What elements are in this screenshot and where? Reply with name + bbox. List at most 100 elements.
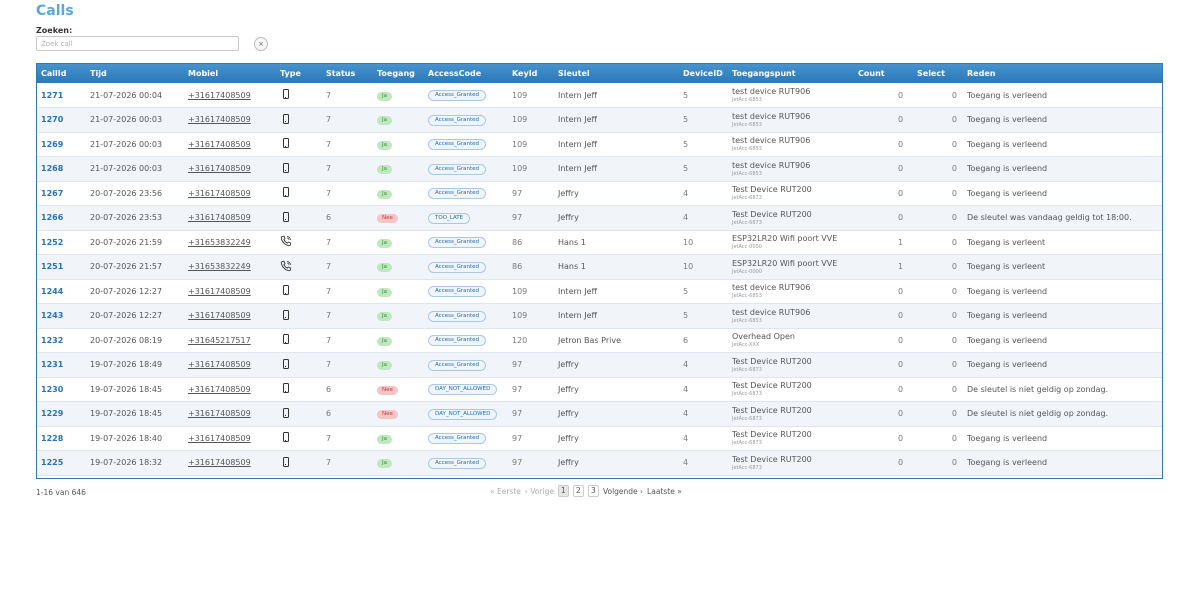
cell-count: 0 <box>898 139 904 149</box>
cell-select: 0 <box>951 286 957 296</box>
cell-keyid: 109 <box>512 311 528 321</box>
cell-toegangspunt: ESP32LR20 Wifi poort VVE JetAcc-0000 <box>728 255 854 280</box>
column-header-keyid[interactable]: KeyId <box>512 69 538 78</box>
cell-callid[interactable]: 1271 <box>41 90 64 100</box>
cell-count: 0 <box>898 433 904 443</box>
cell-tijd: 21-07-2026 00:03 <box>90 139 163 149</box>
cell-type <box>276 279 322 304</box>
cell-mobiel-link[interactable]: +31617408509 <box>188 311 251 321</box>
cell-toegang: Nee <box>373 402 424 427</box>
cell-callid[interactable]: 1231 <box>41 360 64 370</box>
column-header-tijd[interactable]: Tijd <box>90 69 107 78</box>
last-page-link[interactable]: Laatste » <box>647 486 682 496</box>
cell-mobiel-link[interactable]: +31617408509 <box>188 164 251 174</box>
cell-toegangspunt: test device RUT906 JetAcc-6853 <box>728 108 854 133</box>
cell-callid[interactable]: 1243 <box>41 311 64 321</box>
cell-callid[interactable]: 1270 <box>41 115 64 125</box>
table-row[interactable]: 1269 21-07-2026 00:03 +31617408509 7 Ja Acces… <box>37 132 1162 157</box>
cell-deviceid: 5 <box>683 139 689 149</box>
cell-type <box>276 132 322 157</box>
table-row[interactable]: 1268 21-07-2026 00:03 +31617408509 7 Ja Acces… <box>37 156 1162 181</box>
cell-callid[interactable]: 1230 <box>41 384 64 394</box>
cell-callid[interactable]: 1244 <box>41 286 64 296</box>
cell-mobiel-link[interactable]: +31617408509 <box>188 139 251 149</box>
column-header-type[interactable]: Type <box>280 69 301 78</box>
column-header-sleutel[interactable]: Sleutel <box>558 69 590 78</box>
cell-tijd: 20-07-2026 12:27 <box>90 311 163 321</box>
column-header-status[interactable]: Status <box>326 69 356 78</box>
cell-mobiel-link[interactable]: +31617408509 <box>188 409 251 419</box>
column-header-select[interactable]: Select <box>917 69 945 78</box>
table-row[interactable]: 1243 20-07-2026 12:27 +31617408509 7 Ja Acces… <box>37 303 1162 328</box>
table-row[interactable]: 1252 20-07-2026 21:59 +31653832249 7 Ja Acces… <box>37 230 1162 255</box>
cell-keyid: 86 <box>512 262 523 272</box>
table-row[interactable]: 1231 19-07-2026 18:49 +31617408509 7 Ja Acces… <box>37 352 1162 377</box>
cell-mobiel-link[interactable]: +31617408509 <box>188 90 251 100</box>
cell-count: 0 <box>898 90 904 100</box>
column-header-mobiel[interactable]: Mobiel <box>188 69 219 78</box>
column-header-accesscode[interactable]: AccessCode <box>428 69 482 78</box>
prev-page-link: ‹ Vorige <box>524 486 554 496</box>
cell-deviceid: 5 <box>683 311 689 321</box>
cell-reden: De sleutel was vandaag geldig tot 18:00. <box>967 213 1132 223</box>
column-header-count[interactable]: Count <box>858 69 885 78</box>
table-row[interactable]: 1267 20-07-2026 23:56 +31617408509 7 Ja Acces… <box>37 181 1162 206</box>
cell-toegangspunt: Test Device RUT200 JetAcc-6873 <box>728 426 854 451</box>
table-row[interactable]: 1229 19-07-2026 18:45 +31617408509 6 Nee DAY_… <box>37 401 1162 427</box>
cell-callid[interactable]: 1229 <box>41 409 64 419</box>
cell-mobiel-link[interactable]: +31617408509 <box>188 213 251 223</box>
clear-search-button[interactable]: × <box>254 37 268 51</box>
cell-mobiel-link[interactable]: +31617408509 <box>188 384 251 394</box>
table-row[interactable]: 1270 21-07-2026 00:03 +31617408509 7 Ja Acces… <box>37 107 1162 133</box>
page-button-3[interactable]: 3 <box>587 485 599 497</box>
cell-toegangspunt: Test Device RUT200 JetAcc-6873 <box>728 451 854 476</box>
cell-callid[interactable]: 1267 <box>41 188 64 198</box>
cell-toegang: Ja <box>373 328 424 353</box>
toegangspunt-name: Test Device RUT200 <box>732 430 812 440</box>
cell-select: 0 <box>951 311 957 321</box>
cell-mobiel-link[interactable]: +31653832249 <box>188 262 251 272</box>
cell-callid[interactable]: 1251 <box>41 262 64 272</box>
column-header-toegang[interactable]: Toegang <box>377 69 415 78</box>
table-row[interactable]: 1244 20-07-2026 12:27 +31617408509 7 Ja Acces… <box>37 279 1162 304</box>
cell-callid[interactable]: 1268 <box>41 164 64 174</box>
cell-select: 0 <box>951 384 957 394</box>
table-row[interactable]: 1266 20-07-2026 23:53 +31617408509 6 Nee TOO_… <box>37 205 1162 230</box>
cell-mobiel-link[interactable]: +31617408509 <box>188 115 251 125</box>
table-row[interactable]: 1230 19-07-2026 18:45 +31617408509 6 Nee DAY_… <box>37 377 1162 402</box>
cell-mobiel-link[interactable]: +31617408509 <box>188 433 251 443</box>
cell-sleutel: Intern Jeff <box>558 311 598 321</box>
toegang-badge: Nee <box>377 385 398 395</box>
column-header-callid[interactable]: CallId <box>41 69 67 78</box>
cell-accesscode: Access_Granted <box>424 255 508 280</box>
cell-mobiel-link[interactable]: +31617408509 <box>188 188 251 198</box>
cell-accesscode: Access_Granted <box>424 83 508 108</box>
table-row[interactable]: 1271 21-07-2026 00:04 +31617408509 7 Ja Acces… <box>37 83 1162 108</box>
search-input[interactable] <box>36 36 239 51</box>
cell-tijd: 21-07-2026 00:03 <box>90 115 163 125</box>
table-row[interactable]: 1232 20-07-2026 08:19 +31645217517 7 Ja Acces… <box>37 328 1162 353</box>
next-page-link[interactable]: Volgende › <box>602 486 644 496</box>
cell-mobiel-link[interactable]: +31617408509 <box>188 360 251 370</box>
cell-mobiel-link[interactable]: +31617408509 <box>188 286 251 296</box>
cell-callid[interactable]: 1225 <box>41 458 64 468</box>
column-header-deviceid[interactable]: DeviceID <box>683 69 723 78</box>
cell-type <box>276 328 322 353</box>
page-button-2[interactable]: 2 <box>572 485 584 497</box>
page-button-1[interactable]: 1 <box>557 485 569 497</box>
cell-mobiel-link[interactable]: +31645217517 <box>188 335 251 345</box>
cell-callid[interactable]: 1232 <box>41 335 64 345</box>
table-row[interactable]: 1251 20-07-2026 21:57 +31653832249 7 Ja Acces… <box>37 254 1162 280</box>
cell-callid[interactable]: 1269 <box>41 139 64 149</box>
cell-mobiel-link[interactable]: +31653832249 <box>188 237 251 247</box>
cell-mobiel-link[interactable]: +31617408509 <box>188 458 251 468</box>
cell-callid[interactable]: 1266 <box>41 213 64 223</box>
accesscode-badge: Access_Granted <box>428 310 486 322</box>
cell-reden: Toegang is verleend <box>967 286 1048 296</box>
column-header-toegangspunt[interactable]: Toegangspunt <box>732 69 796 78</box>
table-row[interactable]: 1228 19-07-2026 18:40 +31617408509 7 Ja Acces… <box>37 426 1162 451</box>
column-header-reden[interactable]: Reden <box>967 69 996 78</box>
table-row[interactable]: 1225 19-07-2026 18:32 +31617408509 7 Ja Acces… <box>37 450 1162 476</box>
cell-callid[interactable]: 1228 <box>41 433 64 443</box>
cell-callid[interactable]: 1252 <box>41 237 64 247</box>
